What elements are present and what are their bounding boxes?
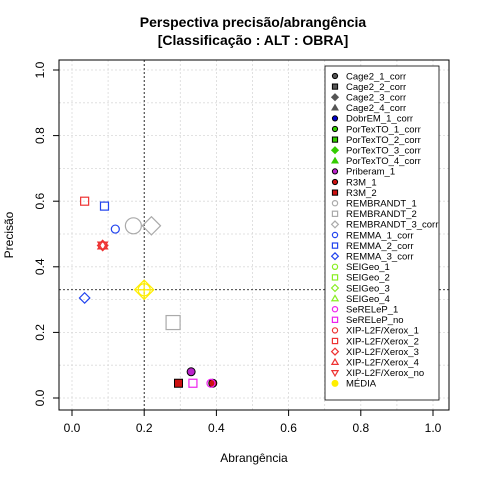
x-tick-label: 0.8 [352, 421, 369, 435]
data-point [96, 239, 109, 250]
legend: Cage2_1_corrCage2_2_corrCage2_3_corrCage… [324, 65, 440, 401]
legend-symbol [331, 274, 339, 281]
legend-label: SeRELeP_no [346, 315, 404, 326]
x-tick-label: 0.6 [280, 421, 297, 435]
y-tick-label: 0.0 [33, 389, 47, 406]
legend-label: PorTexTO_4_corr [346, 156, 421, 167]
data-point [208, 378, 218, 388]
legend-symbol [330, 294, 340, 302]
legend-label: XIP-L2F/Xerox_no [346, 368, 424, 379]
legend-symbol [330, 251, 340, 261]
legend-label: MÉDIA [346, 379, 377, 390]
legend-label: Cage2_1_corr [346, 71, 406, 82]
data-point [96, 241, 109, 252]
data-point [188, 378, 198, 388]
legend-symbol [330, 146, 340, 155]
legend-label: SeRELeP_1 [346, 305, 398, 316]
legend-label: XIP-L2F/Xerox_2 [346, 336, 419, 347]
legend-symbol [331, 263, 339, 270]
data-point [110, 224, 120, 234]
data-point [165, 314, 181, 331]
x-tick-label: 0.4 [208, 421, 225, 435]
chart-title: Perspectiva precisão/abrangência [140, 14, 367, 30]
legend-label: Cage2_3_corr [346, 93, 406, 104]
x-tick-label: 0.0 [64, 421, 81, 435]
legend-symbol [331, 306, 339, 313]
y-tick-label: 0.4 [33, 258, 47, 275]
legend-symbol [331, 103, 339, 111]
legend-symbol [331, 83, 339, 90]
legend-symbol [331, 156, 339, 164]
legend-symbol [331, 210, 339, 217]
legend-label: XIP-L2F/Xerox_1 [346, 326, 419, 337]
legend-label: REMMA_1_corr [346, 230, 414, 241]
x-tick-label: 1.0 [425, 421, 442, 435]
legend-label: XIP-L2F/Xerox_3 [346, 347, 419, 358]
legend-symbol [331, 168, 339, 175]
legend-label: REMMA_3_corr [346, 252, 414, 263]
legend-symbol [331, 379, 339, 387]
legend-label: PorTexTO_1_corr [346, 124, 421, 135]
legend-label: REMMA_2_corr [346, 241, 414, 252]
data-point [78, 291, 91, 305]
legend-symbol [330, 283, 340, 293]
legend-symbol [331, 242, 339, 249]
legend-symbol [331, 231, 339, 239]
legend-symbol [330, 93, 340, 102]
legend-symbol [331, 337, 339, 345]
legend-label: XIP-L2F/Xerox_4 [346, 358, 419, 369]
legend-symbol [331, 199, 339, 207]
data-point [206, 378, 216, 388]
legend-label: PorTexTO_3_corr [346, 146, 421, 157]
legend-label: SEIGeo_2 [346, 273, 390, 284]
y-tick-label: 0.8 [33, 127, 47, 144]
y-tick-label: 0.6 [33, 193, 47, 210]
plot-frame [58, 59, 450, 411]
legend-box [324, 65, 440, 401]
legend-symbol [331, 189, 339, 196]
y-tick-label: 0.2 [33, 324, 47, 341]
y-tick-label: 1.0 [33, 61, 47, 78]
x-axis-label: Abrangência [220, 451, 288, 465]
legend-symbol [331, 72, 339, 80]
legend-symbol [331, 115, 339, 122]
data-points [78, 196, 218, 388]
legend-label: PorTexTO_2_corr [346, 135, 421, 146]
y-axis-label: Precisão [2, 211, 16, 258]
x-tick-label: 0.2 [136, 421, 153, 435]
legend-label: DobrEM_1_corr [346, 114, 413, 125]
data-point [80, 196, 90, 206]
data-point [186, 367, 196, 377]
data-point [173, 378, 183, 388]
data-point [133, 279, 155, 301]
data-point [124, 217, 142, 235]
data-point [99, 201, 110, 211]
chart-subtitle: [Classificação : ALT : OBRA] [158, 32, 349, 48]
legend-label: REMBRANDT_3_corr [346, 220, 438, 231]
legend-label: R3M_1 [346, 177, 377, 188]
legend-label: Cage2_4_corr [346, 103, 406, 114]
legend-label: SEIGeo_1 [346, 262, 390, 273]
data-point [141, 215, 162, 236]
legend-label: SEIGeo_4 [346, 294, 390, 305]
legend-symbol [331, 327, 339, 334]
legend-label: SEIGeo_3 [346, 283, 390, 294]
legend-label: REMBRANDT_1 [346, 199, 417, 210]
legend-symbol [330, 370, 340, 378]
legend-symbol [331, 125, 339, 133]
legend-symbol [331, 136, 339, 143]
legend-symbol [331, 316, 339, 324]
legend-label: REMBRANDT_2 [346, 209, 417, 220]
legend-label: Cage2_2_corr [346, 82, 406, 93]
legend-symbol [330, 220, 340, 229]
x-axis: 0.0 0.2 0.4 0.6 0.8 1.0 [64, 410, 442, 435]
y-axis: 0.0 0.2 0.4 0.6 0.8 1.0 [33, 61, 59, 406]
legend-label: R3M_2 [346, 188, 377, 199]
legend-label: Priberam_1 [346, 167, 395, 178]
legend-symbol [330, 357, 340, 365]
legend-symbol [330, 347, 340, 356]
legend-symbol [331, 178, 339, 186]
